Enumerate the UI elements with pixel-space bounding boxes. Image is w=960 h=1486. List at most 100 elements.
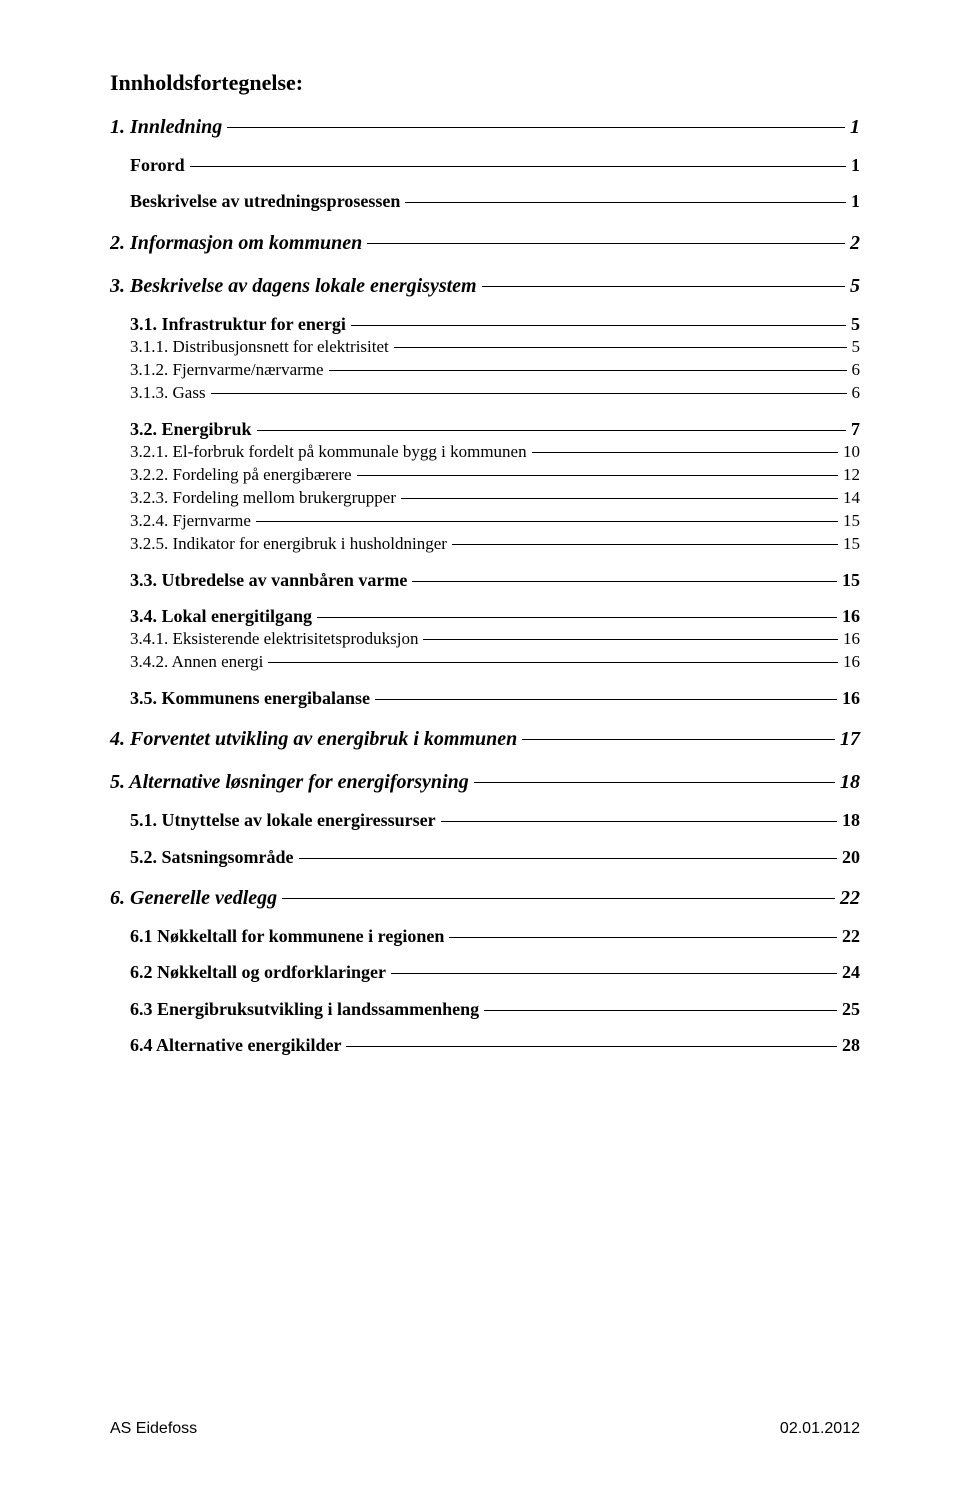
toc-entry: 3.2.2. Fordeling på energibærere 12 [110,464,860,487]
toc-entry: 3.5. Kommunens energibalanse 16 [110,686,860,710]
toc-entry-label: 1. Innledning [110,114,224,141]
footer-left: AS Eidefoss [110,1420,197,1438]
toc-entry-page: 16 [840,686,860,710]
toc-leader-line [375,699,837,700]
toc-entry: 6.3 Energibruksutvikling i landssammenhe… [110,997,860,1021]
toc-entry-label: 3.2.4. Fjernvarme [130,510,253,533]
toc-entry-page: 1 [849,153,860,177]
toc-entry-page: 28 [840,1033,860,1057]
toc-entry-label: 2. Informasjon om kommunen [110,230,364,257]
toc-container: 1. Innledning1Forord1Beskrivelse av utre… [110,114,860,1057]
toc-entry-label: 3.2.1. El-forbruk fordelt på kommunale b… [130,441,529,464]
toc-entry: 6. Generelle vedlegg 22 [110,885,860,912]
toc-entry-page: 7 [849,417,860,441]
toc-entry-label: 6.2 Nøkkeltall og ordforklaringer [130,960,388,984]
toc-entry-page: 2 [848,230,860,257]
toc-entry: 3.2.5. Indikator for energibruk i hushol… [110,533,860,556]
toc-entry: 3.2.1. El-forbruk fordelt på kommunale b… [110,441,860,464]
toc-entry: 3.4. Lokal energitilgang16 [110,604,860,628]
toc-entry-label: 3.4. Lokal energitilgang [130,604,314,628]
toc-entry: 3.2. Energibruk 7 [110,417,860,441]
toc-leader-line [412,581,837,582]
toc-entry: 3.4.1. Eksisterende elektrisitetsproduks… [110,628,860,651]
toc-entry: 3.4.2. Annen energi 16 [110,651,860,674]
toc-leader-line [256,521,838,522]
toc-leader-line [351,325,846,326]
toc-entry-page: 5 [850,336,861,359]
toc-entry-page: 6 [850,382,861,405]
toc-entry-page: 14 [841,487,860,510]
toc-leader-line [299,858,837,859]
toc-entry: 6.1 Nøkkeltall for kommunene i regionen2… [110,924,860,948]
toc-leader-line [268,662,838,663]
toc-entry: 5. Alternative løsninger for energiforsy… [110,769,860,796]
toc-entry: 3.1. Infrastruktur for energi 5 [110,312,860,336]
toc-entry-page: 16 [841,651,860,674]
toc-entry: 6.4 Alternative energikilder28 [110,1033,860,1057]
toc-entry-label: 3.1.2. Fjernvarme/nærvarme [130,359,326,382]
toc-entry-page: 15 [841,510,860,533]
toc-entry-label: 3.2.5. Indikator for energibruk i hushol… [130,533,449,556]
toc-entry-label: 3.1.3. Gass [130,382,208,405]
toc-leader-line [405,202,846,203]
toc-leader-line [441,821,837,822]
toc-entry: 3.1.3. Gass 6 [110,382,860,405]
toc-leader-line [367,243,845,244]
toc-entry-label: 3.4.2. Annen energi [130,651,265,674]
toc-entry-page: 12 [841,464,860,487]
toc-entry: Beskrivelse av utredningsprosessen 1 [110,189,860,213]
toc-entry-page: 15 [841,533,860,556]
toc-entry-label: 3.2. Energibruk [130,417,254,441]
toc-entry-label: 3.5. Kommunens energibalanse [130,686,372,710]
toc-entry-page: 22 [840,924,860,948]
toc-entry: 3.1.1. Distribusjonsnett for elektrisite… [110,336,860,359]
toc-entry-page: 1 [849,189,860,213]
toc-entry-page: 24 [840,960,860,984]
toc-heading: Innholdsfortegnelse: [110,70,860,96]
toc-entry-page: 18 [838,769,860,796]
toc-entry: 3.1.2. Fjernvarme/nærvarme 6 [110,359,860,382]
toc-leader-line [449,937,837,938]
toc-entry-page: 17 [838,726,860,753]
toc-leader-line [391,973,837,974]
toc-entry-page: 1 [848,114,860,141]
toc-entry-label: 3.2.2. Fordeling på energibærere [130,464,354,487]
toc-leader-line [282,898,835,899]
toc-leader-line [357,475,838,476]
toc-leader-line [522,739,835,740]
toc-leader-line [317,617,837,618]
toc-leader-line [423,639,838,640]
toc-entry-label: 3.4.1. Eksisterende elektrisitetsproduks… [130,628,420,651]
toc-entry-label: 3.1.1. Distribusjonsnett for elektrisite… [130,336,391,359]
toc-entry-label: 6.3 Energibruksutvikling i landssammenhe… [130,997,481,1021]
toc-leader-line [394,347,847,348]
toc-entry: 2. Informasjon om kommunen 2 [110,230,860,257]
toc-entry: 3.2.4. Fjernvarme 15 [110,510,860,533]
toc-leader-line [257,430,846,431]
toc-entry: 4. Forventet utvikling av energibruk i k… [110,726,860,753]
toc-entry-label: 5.2. Satsningsområde [130,845,296,869]
toc-entry-page: 20 [840,845,860,869]
toc-entry: 3.3. Utbredelse av vannbåren varme15 [110,568,860,592]
toc-entry-label: Beskrivelse av utredningsprosessen [130,189,402,213]
toc-entry: 6.2 Nøkkeltall og ordforklaringer 24 [110,960,860,984]
toc-entry-page: 22 [838,885,860,912]
toc-entry-label: 3.1. Infrastruktur for energi [130,312,348,336]
toc-leader-line [329,370,847,371]
toc-entry: 3.2.3. Fordeling mellom brukergrupper14 [110,487,860,510]
toc-entry: Forord 1 [110,153,860,177]
toc-entry-label: 3.3. Utbredelse av vannbåren varme [130,568,409,592]
toc-entry-page: 10 [841,441,860,464]
toc-entry-page: 18 [840,808,860,832]
toc-entry-page: 6 [850,359,861,382]
toc-leader-line [484,1010,837,1011]
toc-leader-line [190,166,846,167]
toc-entry-page: 16 [841,628,860,651]
toc-entry-page: 5 [848,273,860,300]
toc-entry-label: 4. Forventet utvikling av energibruk i k… [110,726,519,753]
toc-entry-label: 3. Beskrivelse av dagens lokale energisy… [110,273,479,300]
toc-entry-label: 6. Generelle vedlegg [110,885,279,912]
toc-entry-label: Forord [130,153,187,177]
toc-entry-page: 5 [849,312,860,336]
toc-leader-line [474,782,835,783]
